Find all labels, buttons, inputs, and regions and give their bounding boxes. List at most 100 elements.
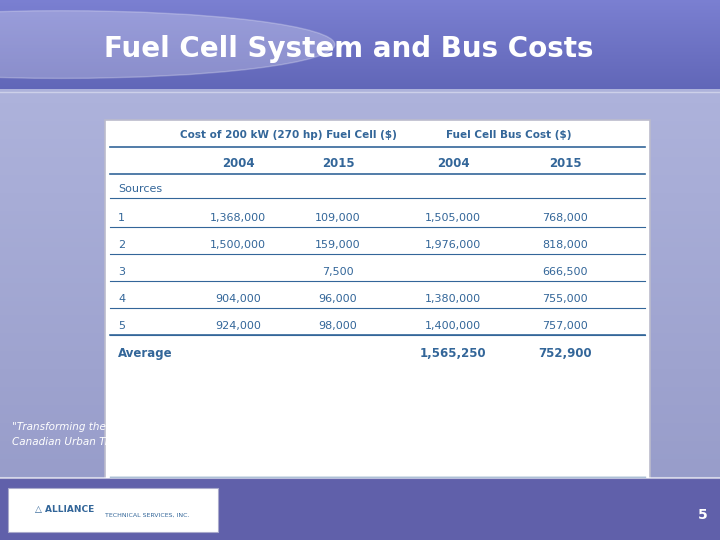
- Bar: [0, 143, 720, 148]
- Bar: [0, 188, 720, 193]
- Bar: [0, 1, 720, 2]
- Bar: [0, 346, 720, 350]
- Bar: [0, 152, 720, 157]
- Bar: [0, 28, 720, 29]
- Bar: [0, 16, 720, 17]
- Bar: [0, 517, 720, 522]
- Bar: [0, 170, 720, 175]
- Text: 2: 2: [118, 240, 125, 250]
- Bar: [0, 74, 720, 75]
- Bar: [0, 71, 720, 72]
- Bar: [0, 107, 720, 112]
- Text: 1,565,250: 1,565,250: [420, 347, 486, 360]
- Bar: [0, 256, 720, 260]
- Bar: [0, 490, 720, 495]
- Bar: [0, 157, 720, 161]
- Text: 5: 5: [698, 508, 708, 522]
- Bar: [0, 51, 720, 52]
- Bar: [0, 405, 720, 409]
- Bar: [0, 22, 720, 23]
- Bar: [0, 43, 720, 44]
- Bar: [0, 30, 720, 31]
- Bar: [0, 418, 720, 423]
- Bar: [0, 10, 720, 11]
- Bar: [0, 23, 720, 24]
- Bar: [0, 364, 720, 369]
- Text: 752,900: 752,900: [538, 347, 592, 360]
- Bar: [0, 373, 720, 377]
- Bar: [0, 391, 720, 396]
- Bar: [0, 179, 720, 184]
- Text: 1,400,000: 1,400,000: [425, 321, 481, 331]
- Bar: [0, 26, 720, 28]
- Bar: [0, 432, 720, 436]
- Text: TECHNICAL SERVICES, INC.: TECHNICAL SERVICES, INC.: [105, 512, 189, 517]
- Bar: [0, 134, 720, 139]
- Bar: [0, 72, 720, 73]
- Bar: [0, 477, 720, 481]
- Bar: [0, 35, 720, 36]
- Bar: [0, 360, 720, 364]
- Text: Average: Average: [118, 347, 173, 360]
- Text: 98,000: 98,000: [319, 321, 357, 331]
- Bar: [0, 274, 720, 279]
- Circle shape: [0, 11, 335, 78]
- Bar: [0, 103, 720, 107]
- Bar: [0, 49, 720, 50]
- Bar: [0, 58, 720, 59]
- Text: 755,000: 755,000: [542, 294, 588, 304]
- Bar: [0, 526, 720, 531]
- Bar: [0, 37, 720, 38]
- Bar: [0, 536, 720, 540]
- Text: 3: 3: [118, 267, 125, 277]
- Bar: [0, 17, 720, 18]
- Bar: [0, 148, 720, 152]
- Bar: [0, 423, 720, 427]
- Bar: [0, 382, 720, 387]
- Bar: [0, 78, 720, 79]
- Bar: [0, 495, 720, 500]
- Bar: [0, 9, 720, 10]
- Bar: [0, 337, 720, 342]
- Text: 1,976,000: 1,976,000: [425, 240, 481, 250]
- Bar: [0, 66, 720, 67]
- Bar: [0, 238, 720, 242]
- Text: 818,000: 818,000: [542, 240, 588, 250]
- Bar: [0, 29, 720, 30]
- Bar: [0, 342, 720, 346]
- Text: 109,000: 109,000: [315, 213, 361, 223]
- Bar: [0, 87, 720, 88]
- Bar: [0, 459, 720, 463]
- Bar: [0, 98, 720, 103]
- Bar: [0, 83, 720, 84]
- Bar: [0, 4, 720, 5]
- Bar: [0, 41, 720, 42]
- Bar: [0, 215, 720, 220]
- Bar: [0, 14, 720, 15]
- Text: 1: 1: [118, 213, 125, 223]
- Bar: [0, 70, 720, 71]
- Bar: [0, 377, 720, 382]
- Text: 2015: 2015: [322, 157, 354, 170]
- Bar: [0, 292, 720, 296]
- Bar: [0, 59, 720, 60]
- Text: Canadian Urban Transit Systems", Natural Resources Canada, February 2005: Canadian Urban Transit Systems", Natural…: [12, 437, 414, 447]
- Bar: [0, 84, 720, 85]
- Bar: [0, 481, 720, 486]
- Bar: [0, 5, 720, 6]
- FancyBboxPatch shape: [8, 488, 218, 532]
- Bar: [0, 77, 720, 78]
- Bar: [0, 441, 720, 446]
- Bar: [0, 184, 720, 188]
- Bar: [0, 333, 720, 337]
- Bar: [0, 206, 720, 211]
- Bar: [0, 454, 720, 459]
- Text: Cost of 200 kW (270 hp) Fuel Cell ($): Cost of 200 kW (270 hp) Fuel Cell ($): [179, 130, 397, 140]
- Bar: [0, 44, 720, 45]
- Bar: [0, 40, 720, 41]
- Bar: [0, 47, 720, 48]
- Bar: [0, 21, 720, 22]
- Text: 2004: 2004: [222, 157, 254, 170]
- Text: 4: 4: [118, 294, 125, 304]
- Bar: [0, 57, 720, 58]
